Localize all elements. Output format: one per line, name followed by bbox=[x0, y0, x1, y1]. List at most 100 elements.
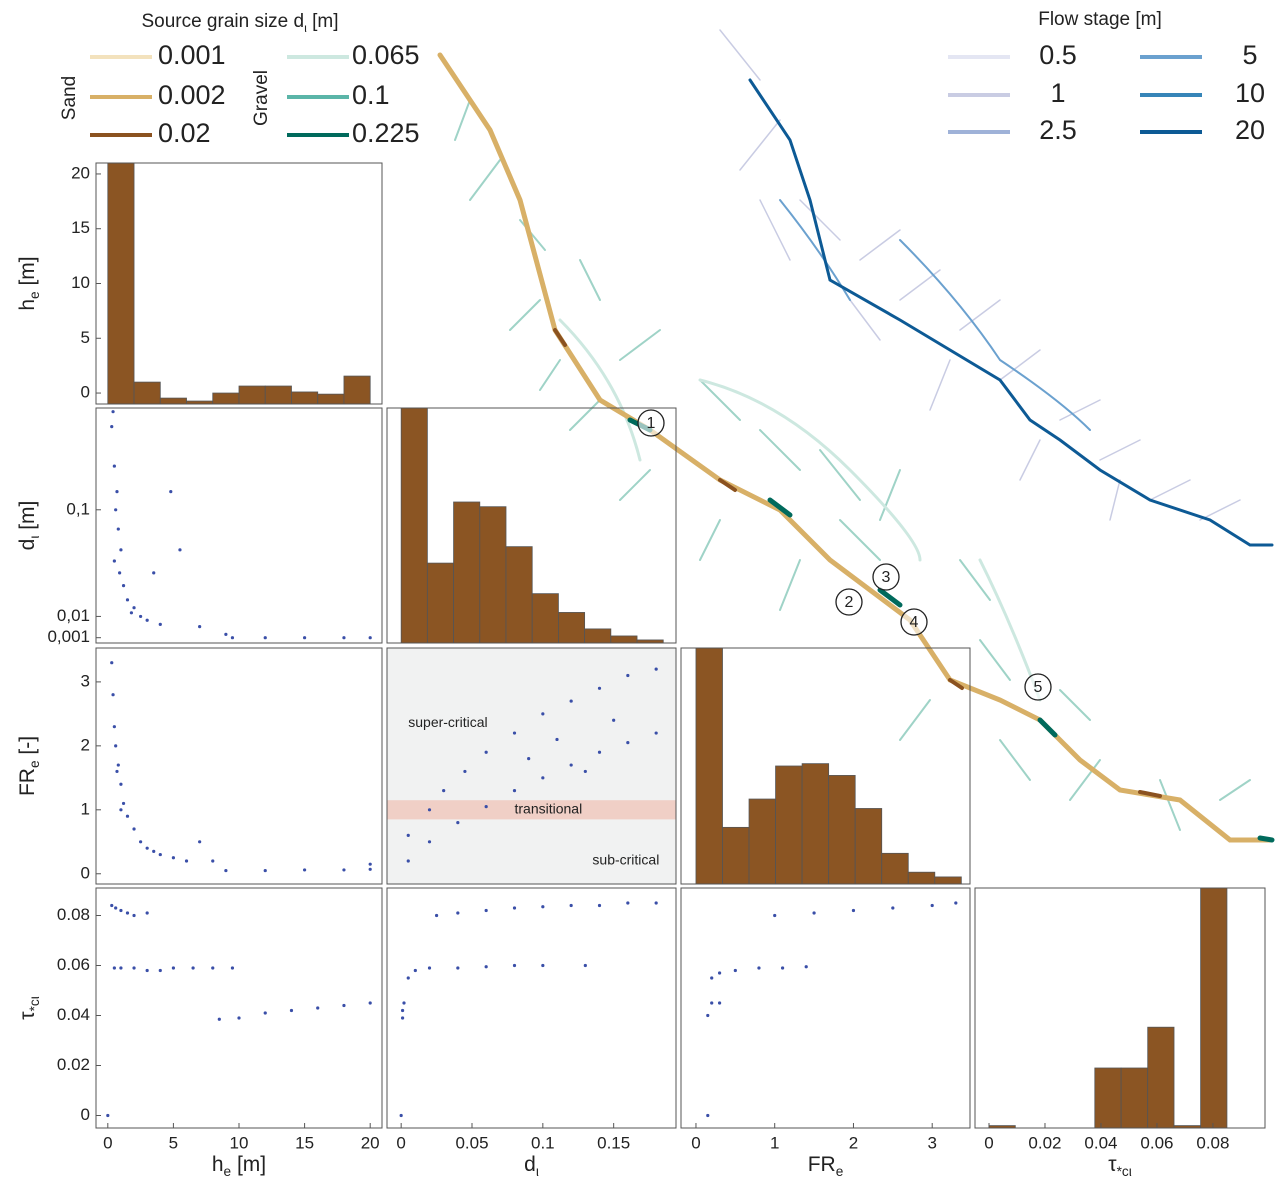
histogram-bar bbox=[291, 391, 319, 404]
y-tick-label: 0.06 bbox=[57, 955, 90, 974]
point bbox=[512, 963, 517, 968]
flow-legend-label: 5 bbox=[1242, 40, 1257, 70]
x-axis-label-base: FR bbox=[808, 1153, 836, 1176]
point bbox=[399, 1113, 403, 1118]
histogram-bar bbox=[881, 852, 909, 884]
histogram-bar bbox=[238, 385, 266, 404]
point bbox=[110, 903, 114, 908]
point bbox=[119, 782, 123, 786]
point bbox=[456, 821, 460, 825]
panel-frame bbox=[386, 647, 677, 885]
histogram-bar bbox=[907, 871, 936, 884]
point bbox=[757, 966, 761, 970]
point bbox=[427, 840, 432, 844]
point bbox=[114, 508, 118, 512]
y-tick-label: 0,001 bbox=[47, 627, 90, 646]
point bbox=[224, 632, 228, 636]
point bbox=[115, 490, 119, 494]
panel-frame bbox=[680, 647, 971, 885]
point bbox=[583, 963, 587, 968]
y-tick-label: 1 bbox=[81, 799, 90, 818]
point bbox=[733, 968, 737, 973]
point bbox=[773, 913, 777, 918]
histogram-bar bbox=[610, 635, 638, 643]
y-tick-label: 0,01 bbox=[57, 606, 90, 625]
x-tick-label: 0.05 bbox=[455, 1133, 488, 1152]
x-axis-label-rest: [m] bbox=[231, 1153, 266, 1176]
histogram-bar bbox=[426, 562, 454, 643]
flow-legend-title: Flow stage [m] bbox=[1038, 9, 1162, 30]
point bbox=[583, 769, 587, 774]
point bbox=[406, 833, 410, 837]
point bbox=[406, 976, 410, 980]
histogram-bar bbox=[212, 392, 240, 404]
point bbox=[139, 840, 143, 844]
histogram-bar bbox=[133, 381, 161, 404]
annotation: sub-critical bbox=[592, 852, 659, 868]
point bbox=[132, 913, 136, 918]
y-axis-label-rest: [m] bbox=[16, 256, 39, 291]
y-axis-label-sub: *cι bbox=[27, 996, 42, 1011]
legend-label: 0.001 bbox=[158, 40, 226, 70]
flow-legend-label: 10 bbox=[1235, 78, 1265, 108]
histogram-bar bbox=[934, 876, 962, 884]
panel-frame bbox=[95, 647, 383, 885]
panel: super-critical transitional sub-critical bbox=[386, 647, 677, 885]
panel: 0 0.02 0.04 0.06 0.08 0 5 10 15 20 τ*cι he [m] bbox=[16, 887, 383, 1179]
point bbox=[569, 699, 573, 703]
point bbox=[158, 968, 162, 973]
y-axis-label-base: τ bbox=[16, 1011, 39, 1020]
point bbox=[129, 611, 134, 615]
point bbox=[626, 741, 630, 745]
point bbox=[132, 827, 136, 831]
point bbox=[302, 868, 307, 872]
map-markers: 1 2 3 4 5 bbox=[637, 409, 1052, 701]
point bbox=[217, 1017, 221, 1021]
legend-title-rest: [m] bbox=[307, 11, 339, 32]
point bbox=[851, 908, 856, 913]
plot-area bbox=[387, 667, 676, 863]
histogram-bar bbox=[317, 393, 345, 404]
point bbox=[891, 906, 895, 910]
y-axis-label-base: d bbox=[16, 539, 39, 551]
flow-legend-label: 0.5 bbox=[1039, 40, 1077, 70]
point bbox=[442, 789, 446, 793]
point bbox=[169, 490, 173, 494]
point bbox=[191, 966, 195, 970]
point bbox=[152, 571, 156, 575]
marker-circle bbox=[835, 588, 863, 616]
point bbox=[541, 712, 545, 716]
point bbox=[211, 966, 215, 970]
point bbox=[569, 903, 573, 908]
x-tick-label: 1 bbox=[770, 1133, 779, 1152]
point bbox=[237, 1016, 241, 1020]
legend-title-sub: ι bbox=[304, 21, 307, 35]
x-axis-label-base: d bbox=[524, 1153, 536, 1176]
panel-frame bbox=[386, 407, 677, 644]
point bbox=[434, 913, 439, 918]
x-axis-label-sub: e bbox=[224, 1164, 232, 1179]
x-axis-label-base: τ bbox=[1108, 1153, 1117, 1176]
legend-group: Sand bbox=[59, 76, 80, 120]
point bbox=[706, 1113, 710, 1118]
plot-area bbox=[110, 661, 372, 873]
histogram-bar bbox=[1147, 1026, 1175, 1128]
y-tick-label: 0.04 bbox=[57, 1005, 90, 1024]
point bbox=[654, 901, 658, 905]
plot-area bbox=[706, 901, 958, 1118]
panel-frame bbox=[95, 407, 383, 644]
y-tick-label: 10 bbox=[71, 273, 90, 292]
y-tick-label: 0 bbox=[81, 863, 90, 882]
point bbox=[125, 598, 130, 602]
point bbox=[119, 548, 123, 552]
point bbox=[368, 1001, 372, 1005]
point bbox=[111, 693, 115, 697]
x-tick-label: 0 bbox=[984, 1133, 993, 1152]
plot-area bbox=[399, 901, 658, 1118]
panel-frame bbox=[95, 162, 383, 405]
point bbox=[368, 867, 372, 871]
point bbox=[116, 763, 120, 767]
point bbox=[626, 673, 630, 678]
x-tick-label: 15 bbox=[295, 1133, 314, 1152]
marker-circle bbox=[900, 608, 928, 636]
